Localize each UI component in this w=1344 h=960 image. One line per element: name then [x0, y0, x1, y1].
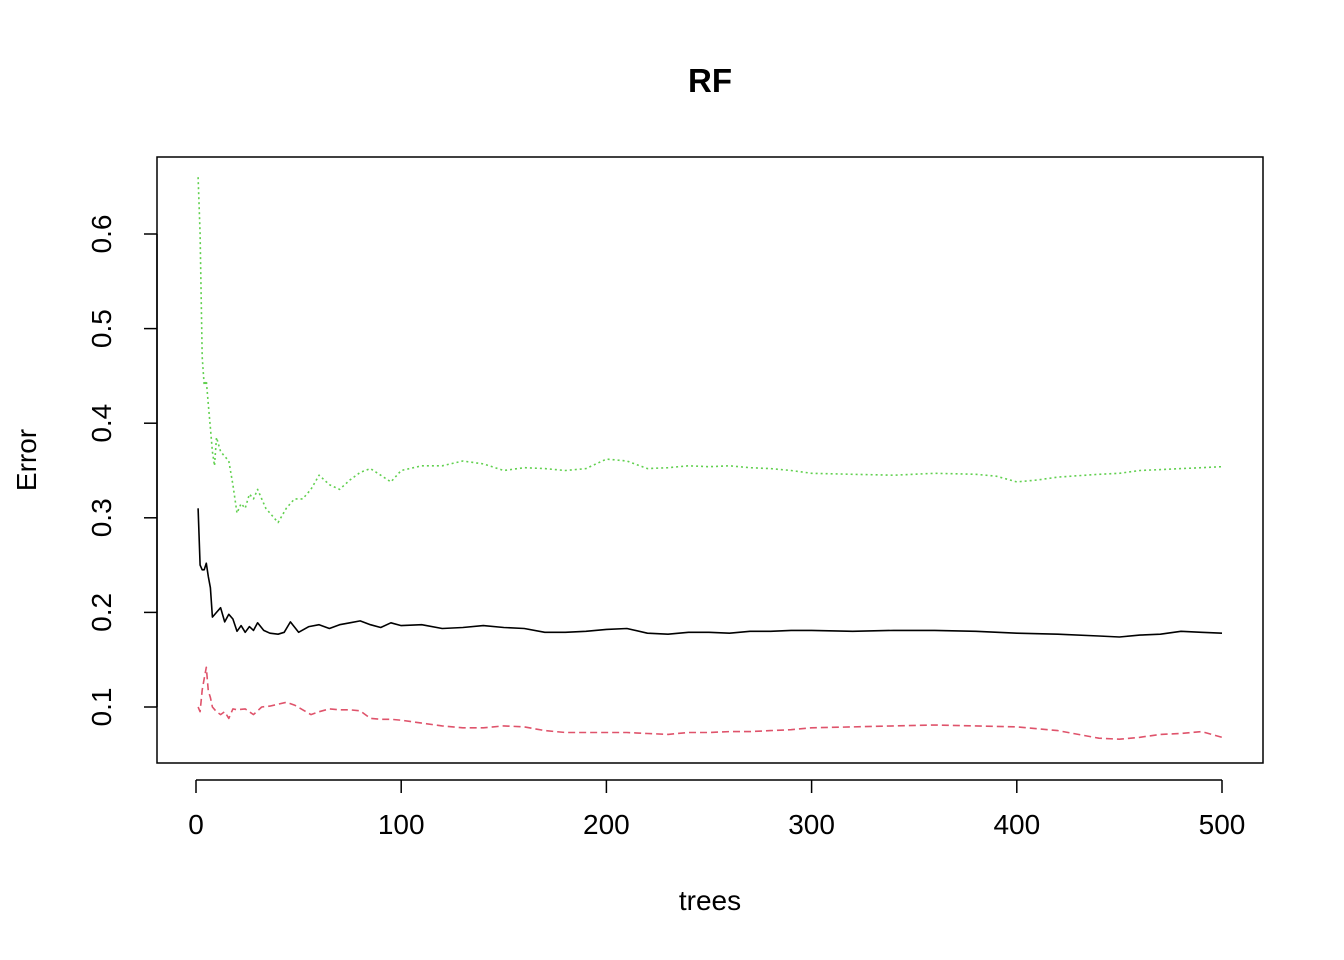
y-tick-label: 0.1 — [86, 688, 117, 727]
series-layer — [197, 177, 1223, 740]
y-axis: 0.1 0.2 0.3 0.4 0.5 0.6 — [86, 215, 158, 727]
x-tick-label: 0 — [188, 809, 204, 840]
chart-title: RF — [688, 62, 732, 99]
y-axis-label: Error — [11, 429, 42, 491]
x-tick-label: 400 — [993, 809, 1040, 840]
y-tick-label: 0.4 — [86, 404, 117, 443]
x-tick-label: 100 — [378, 809, 425, 840]
y-tick-label: 0.2 — [86, 593, 117, 632]
y-tick-label: 0.3 — [86, 498, 117, 537]
x-tick-label: 500 — [1199, 809, 1246, 840]
x-axis: 0 100 200 300 400 500 — [188, 779, 1246, 840]
y-tick-label: 0.6 — [86, 215, 117, 254]
series-line-oob — [197, 508, 1223, 638]
x-tick-label: 300 — [788, 809, 835, 840]
y-tick-label: 0.5 — [86, 309, 117, 348]
x-axis-label: trees — [679, 885, 741, 916]
series-line-class1 — [197, 666, 1223, 740]
x-tick-label: 200 — [583, 809, 630, 840]
